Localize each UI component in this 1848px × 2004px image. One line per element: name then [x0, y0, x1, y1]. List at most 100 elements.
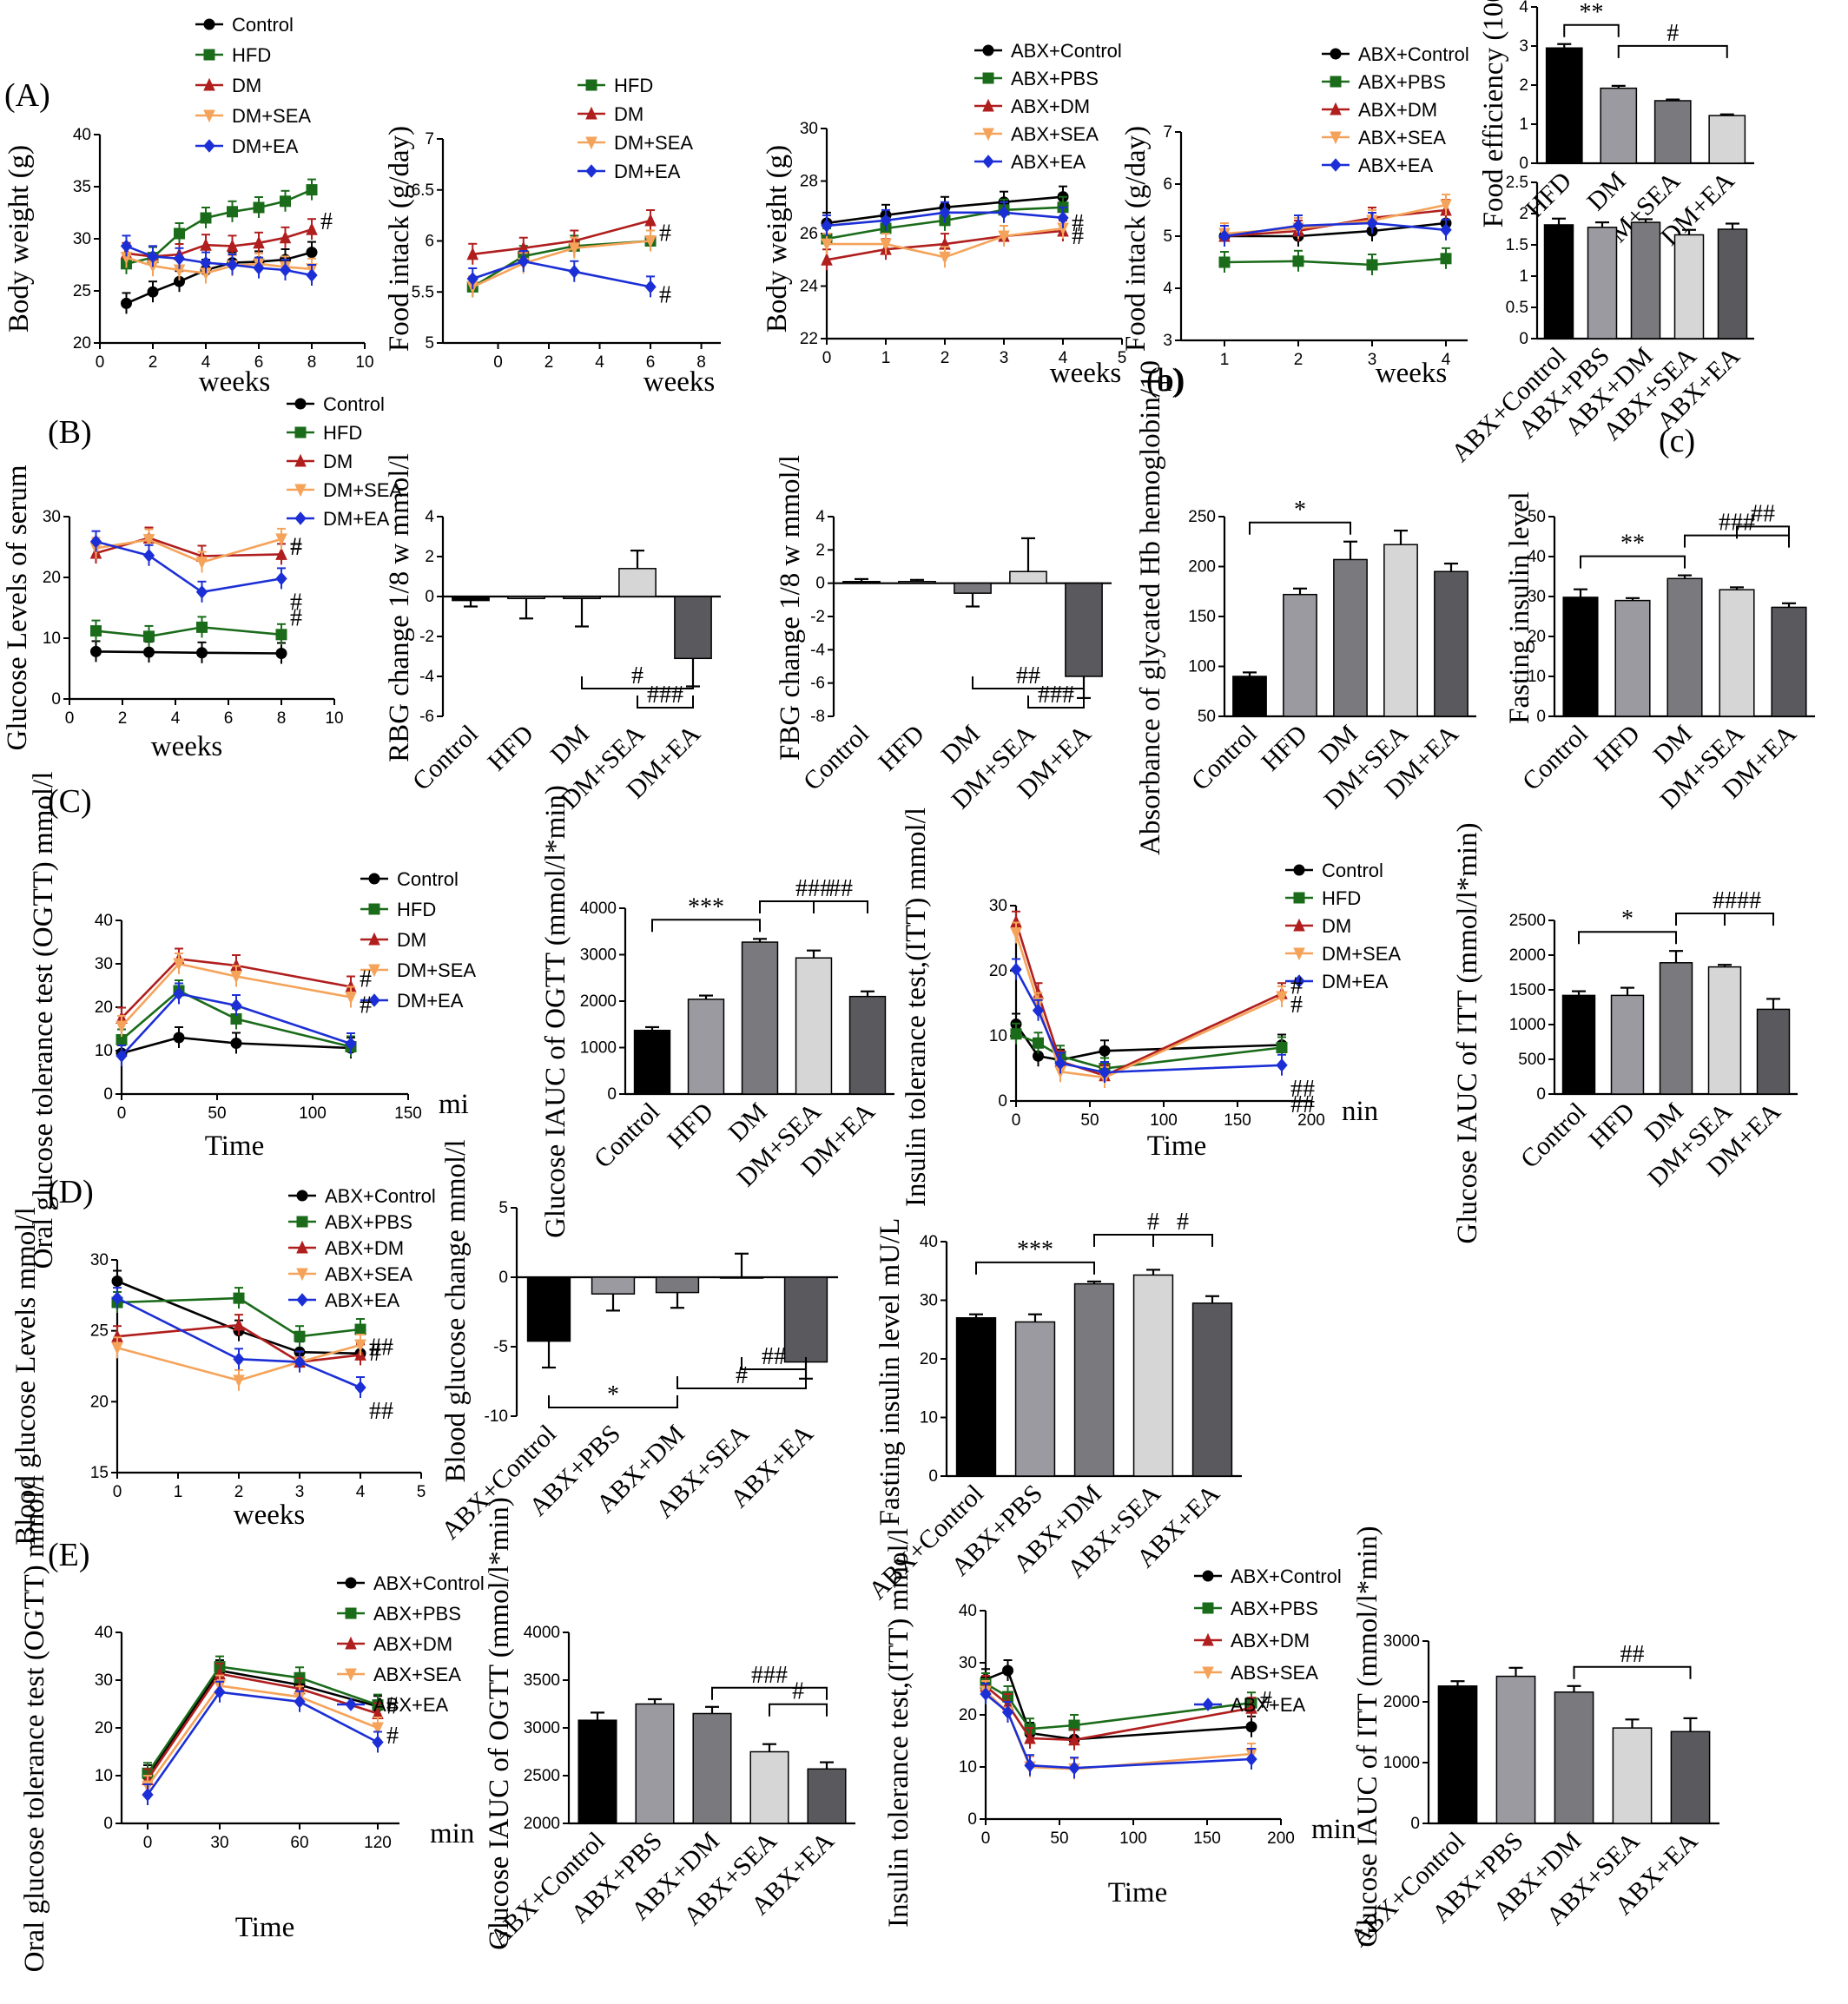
- y-tick-label: 0: [1519, 155, 1528, 173]
- legend-entry: ABS+SEA: [1231, 1662, 1318, 1684]
- y-tick-label: 0.5: [1506, 299, 1528, 317]
- significance-mark: #: [1147, 1209, 1159, 1236]
- legend-entry: DM: [232, 75, 261, 96]
- bar: [591, 1276, 636, 1295]
- y-tick-label: 5: [498, 1199, 508, 1217]
- y-tick-label: 4: [815, 508, 825, 526]
- data-point: [200, 212, 212, 224]
- data-point: [214, 1684, 226, 1699]
- data-point: [1033, 1037, 1044, 1049]
- y-tick-label: 25: [90, 1322, 109, 1341]
- y-tick-label: 1500: [1509, 981, 1546, 999]
- panel-c3: 0 10 20 30 Insulin tolerance test,(ITT) mmol…: [901, 808, 1401, 1207]
- panel-e3: 0 10 20 30 40 Insulin tolerance test,(ITT) mm…: [883, 1528, 1356, 1928]
- significance-bracket: [975, 1261, 1095, 1275]
- legend-marker: [368, 932, 380, 946]
- y-tick-label: -10: [485, 1407, 508, 1426]
- legend-entry: ABX+SEA: [1011, 123, 1099, 145]
- data-point: [142, 534, 155, 547]
- series-dm-sea: [89, 527, 287, 573]
- panel-b2: -6 -4 -2 0 2 4 RBG change 1/8 w mmol/lControlH…: [384, 453, 721, 814]
- category-label: HFD: [873, 720, 930, 777]
- data-point: [1292, 255, 1304, 267]
- panel-c4: 0 500 1000 1500 2000 2500 Glucose IAUC of ITT …: [1452, 822, 1798, 1244]
- y-tick-label: 4000: [580, 900, 617, 918]
- x-tick-label: 0: [143, 1834, 153, 1852]
- data-point: [294, 1694, 306, 1709]
- bar: [954, 582, 992, 594]
- significance-mark: #: [659, 281, 671, 308]
- series-line: [146, 1665, 379, 1775]
- data-point: [345, 992, 357, 1005]
- legend-entry: HFD: [323, 422, 362, 444]
- data-point: [306, 247, 318, 259]
- x-axis-label: Time: [1147, 1131, 1206, 1162]
- x-axis-label: weeks: [644, 366, 715, 398]
- panel-b4: 50 100 150 200 250 Absorbance of glycated Hb …: [1135, 360, 1476, 855]
- legend-entry: ABX+EA: [373, 1694, 449, 1716]
- y-axis-label: Body weight (g): [3, 145, 35, 333]
- series-line: [116, 1343, 361, 1382]
- x-tick-label: 50: [208, 1104, 226, 1123]
- data-point: [1024, 1758, 1036, 1772]
- y-tick-label: 4000: [524, 1624, 560, 1642]
- bar: [526, 1276, 571, 1342]
- significance-bracket: [1027, 695, 1085, 709]
- data-point: [275, 547, 287, 560]
- bar: [1383, 544, 1418, 717]
- data-point: [147, 249, 159, 264]
- series-dm-ea: [116, 982, 357, 1066]
- significance-mark: #: [1177, 1209, 1189, 1236]
- category-label: Control: [798, 720, 874, 796]
- legend-entry: HFD: [397, 899, 436, 920]
- legend-entry: DM: [397, 929, 426, 951]
- bar: [749, 1750, 789, 1824]
- significance-mark: ##: [1713, 887, 1737, 914]
- bar: [1073, 1282, 1115, 1477]
- significance-mark: **: [1620, 531, 1645, 557]
- bar: [507, 596, 545, 600]
- bar: [1587, 227, 1618, 339]
- bar: [1610, 994, 1645, 1095]
- y-axis-label: Oral glucose tolerance test (OGTT) mmol/…: [19, 1475, 50, 1973]
- y-tick-label: 30: [95, 1671, 113, 1690]
- data-point: [233, 1352, 245, 1367]
- x-axis-label: weeks: [234, 1500, 305, 1531]
- y-tick-label: 0: [607, 1085, 617, 1104]
- legend-marker: [345, 1636, 357, 1650]
- y-tick-label: 1: [1519, 115, 1528, 134]
- significance-bracket: [769, 1703, 828, 1717]
- bar: [578, 1719, 617, 1824]
- y-tick-label: -8: [810, 708, 825, 726]
- panel-label: (b): [1146, 362, 1185, 399]
- data-point: [821, 253, 833, 266]
- data-point: [306, 268, 318, 282]
- data-point: [174, 227, 185, 240]
- legend-entry: ABX+Control: [325, 1185, 436, 1207]
- data-point: [466, 247, 479, 260]
- bar: [842, 581, 881, 584]
- y-tick-label: 6: [425, 233, 434, 251]
- significance-mark: #: [360, 992, 372, 1019]
- significance-mark: #: [386, 1723, 399, 1750]
- series-line: [126, 256, 313, 274]
- panel-label: (D): [48, 1174, 94, 1210]
- y-tick-label: 7: [1163, 123, 1172, 142]
- x-tick-label: 100: [1119, 1829, 1147, 1848]
- legend-entry: DM+SEA: [1322, 943, 1401, 965]
- significance-mark: #: [1260, 1687, 1272, 1714]
- data-point: [230, 971, 242, 984]
- series-dm-ea: [1010, 958, 1288, 1083]
- data-point: [90, 645, 102, 657]
- data-point: [279, 230, 292, 244]
- y-axis-label: Absorbance of glycated Hb hemoglobin/10: [1135, 360, 1166, 855]
- panel-a1: 20 25 30 35 40 Body weight (g) (A) 0 2 4 6 8 10 weeks…: [3, 14, 374, 398]
- significance-mark: #: [659, 221, 671, 247]
- x-tick-label: 0: [117, 1104, 127, 1123]
- legend-marker: [294, 453, 307, 467]
- y-tick-label: 3000: [524, 1719, 560, 1737]
- significance-mark: #: [1072, 210, 1084, 237]
- data-point: [880, 238, 892, 252]
- y-tick-label: 2: [425, 548, 434, 566]
